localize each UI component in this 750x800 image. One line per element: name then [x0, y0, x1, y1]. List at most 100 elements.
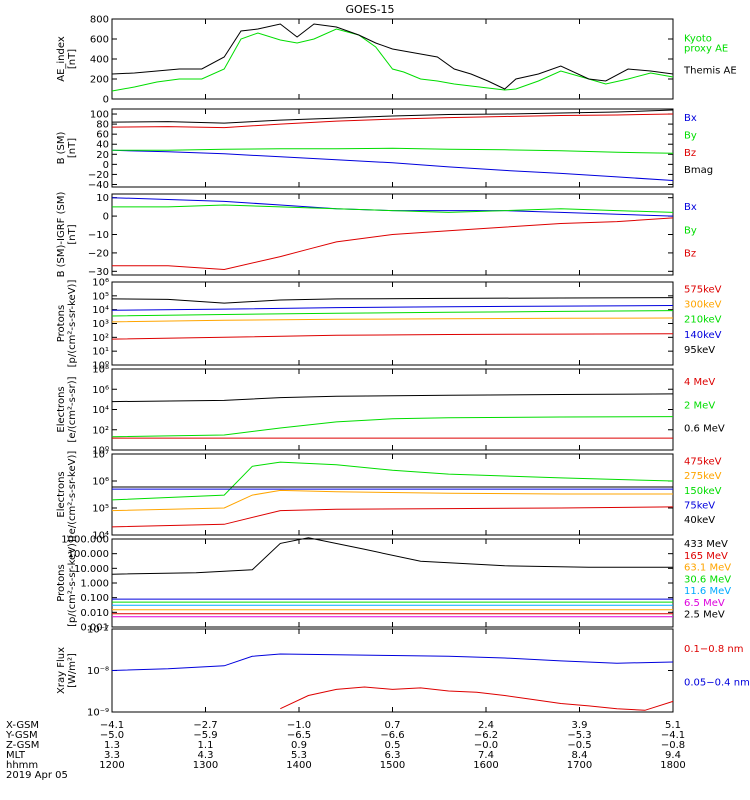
ephemeris-value: 0.5 [385, 740, 401, 751]
ephemeris-value: −6.5 [287, 730, 311, 741]
ytick-label: 10 [96, 193, 109, 204]
ephemeris-value: 1800 [660, 760, 685, 771]
legend-label: 0.6 MeV [684, 423, 725, 434]
ytick-label: 0 [103, 212, 109, 223]
series-line-95kev [111, 297, 674, 304]
panel-ylabel: B (SM)[nT] [56, 131, 78, 164]
ephemeris-value: 0.7 [385, 720, 401, 731]
ephemeris-value: 8.4 [572, 750, 588, 761]
ytick-label: 100.000 [68, 549, 109, 560]
ytick-label: 10⁶ [92, 278, 109, 289]
ytick-label: 10.000 [74, 564, 109, 575]
panel-ylabel: Protons[p/(cm²-s-sr-keV)] [56, 280, 78, 368]
series-line-bz [111, 113, 674, 129]
legend-label: Bz [684, 248, 696, 259]
legend-label: proxy AE [684, 43, 728, 54]
ytick-label: 20 [96, 150, 109, 161]
panel-ylabel: Electrons[e/(cm²-s-sr-keV)] [56, 451, 78, 539]
ephemeris-value: −4.1 [100, 720, 124, 731]
ytick-label: 10⁰ [92, 446, 109, 457]
ephemeris-value: 3.3 [104, 750, 120, 761]
legend-label: By [684, 130, 697, 141]
legend-label: 4 MeV [684, 377, 715, 388]
ephemeris-value: 6.3 [385, 750, 401, 761]
ephemeris-value: −6.6 [380, 730, 404, 741]
series-line-275kev [111, 489, 673, 512]
ytick-label: 10⁶ [92, 385, 109, 396]
ytick-label: 10³ [92, 319, 109, 330]
ephemeris-value: −5.3 [567, 730, 591, 741]
ephemeris-row-label: Z-GSM [6, 740, 39, 751]
ytick-label: 10² [92, 425, 109, 436]
legend-label: 75keV [684, 500, 715, 511]
ephemeris-value: 1.1 [198, 740, 214, 751]
series-line-210kev [111, 310, 674, 317]
series-line-0-6-mev [111, 393, 674, 403]
ytick-label: 200 [90, 75, 109, 86]
ytick-label: 400 [90, 55, 109, 66]
panel-frame [111, 628, 674, 713]
series-line-150kev [111, 461, 674, 501]
panel-3: −30 −20 −10 0 10 B (SM)-IGRF (SM)[nT] Bx By Bz [56, 192, 697, 278]
ytick-label: 600 [90, 35, 109, 46]
series-line-475kev [111, 506, 674, 528]
series-line-kyoto-proxy-ae [111, 28, 674, 92]
legend-label: 0.1−0.8 nm [684, 644, 743, 655]
legend-label: 210keV [684, 315, 722, 326]
ephemeris-value: 7.4 [478, 750, 494, 761]
ephemeris-value: 0.9 [291, 740, 307, 751]
ephemeris-value: −6.2 [474, 730, 498, 741]
ytick-label: 80 [96, 120, 109, 131]
ephemeris-row-label: MLT [6, 750, 26, 761]
panel-8: 10⁻⁹ 10⁻⁸ 10⁻⁷ Xray Flux[W/m²] 0.1−0.8 nm 0.0… [56, 625, 750, 719]
ytick-label: 1.000 [80, 579, 109, 590]
panel-ylabel: Protons[p/(cm²-s-sr-keV)] [56, 539, 78, 627]
legend-label: 575keV [684, 285, 722, 296]
ephemeris-row-label: hhmm [6, 760, 38, 771]
ytick-label: −40 [88, 180, 109, 191]
ephemeris-row-label: Y-GSM [5, 730, 38, 741]
ytick-label: 10⁴ [92, 305, 109, 316]
panel-4: 10⁰ 10¹ 10² 10³ 10⁴ 10⁵ 10⁶ Protons[p/(cm²-s-sr… [56, 278, 722, 372]
ytick-label: 10⁷ [92, 450, 109, 461]
legend-label: 6.5 MeV [684, 598, 725, 609]
series-line-themis-ae [111, 23, 674, 90]
ephemeris-value: −0.5 [567, 740, 591, 751]
ytick-label: 1000.000 [61, 535, 109, 546]
legend-label: Themis AE [683, 65, 737, 76]
ytick-label: 10⁻⁸ [87, 666, 109, 677]
ephemeris-value: −0.8 [661, 740, 685, 751]
legend-label: 0.05−0.4 nm [684, 677, 750, 688]
ytick-label: 40 [96, 140, 109, 151]
legend-label: 150keV [684, 486, 722, 497]
panel-ylabel: Xray Flux[W/m²] [56, 647, 78, 694]
legend-label: 433 MeV [684, 539, 728, 550]
ytick-label: 0.100 [80, 593, 109, 604]
ytick-label: 10¹ [92, 347, 109, 358]
ephemeris-value: −1.0 [287, 720, 311, 731]
ephemeris-value: 1300 [193, 760, 218, 771]
series-line-0-05-0-4-nm [111, 653, 674, 671]
legend-label: 11.6 MeV [684, 586, 731, 597]
legend-label: 475keV [684, 456, 722, 467]
ytick-label: −20 [88, 248, 109, 259]
series-line-bx [111, 149, 674, 181]
legend-label: Bx [684, 202, 697, 213]
ytick-label: 10⁶ [92, 477, 109, 488]
legend-label: 165 MeV [684, 551, 728, 562]
series-line-140kev [111, 305, 674, 311]
legend-label: 300keV [684, 300, 722, 311]
ephemeris-value: 1.3 [104, 740, 120, 751]
ephemeris-value: 1700 [567, 760, 592, 771]
legend-label: 2.5 MeV [684, 610, 725, 621]
panel-7: 0.001 0.010 0.100 1.000 10.000 100.000 1000.00… [56, 535, 731, 634]
legend-label: 95keV [684, 345, 715, 356]
ytick-label: 800 [90, 15, 109, 26]
ytick-label: 10⁴ [92, 531, 109, 542]
legend-label: By [684, 225, 697, 236]
ephemeris-value: 1400 [286, 760, 311, 771]
legend-label: Kyoto [684, 33, 712, 44]
series-line-bx [111, 197, 674, 217]
